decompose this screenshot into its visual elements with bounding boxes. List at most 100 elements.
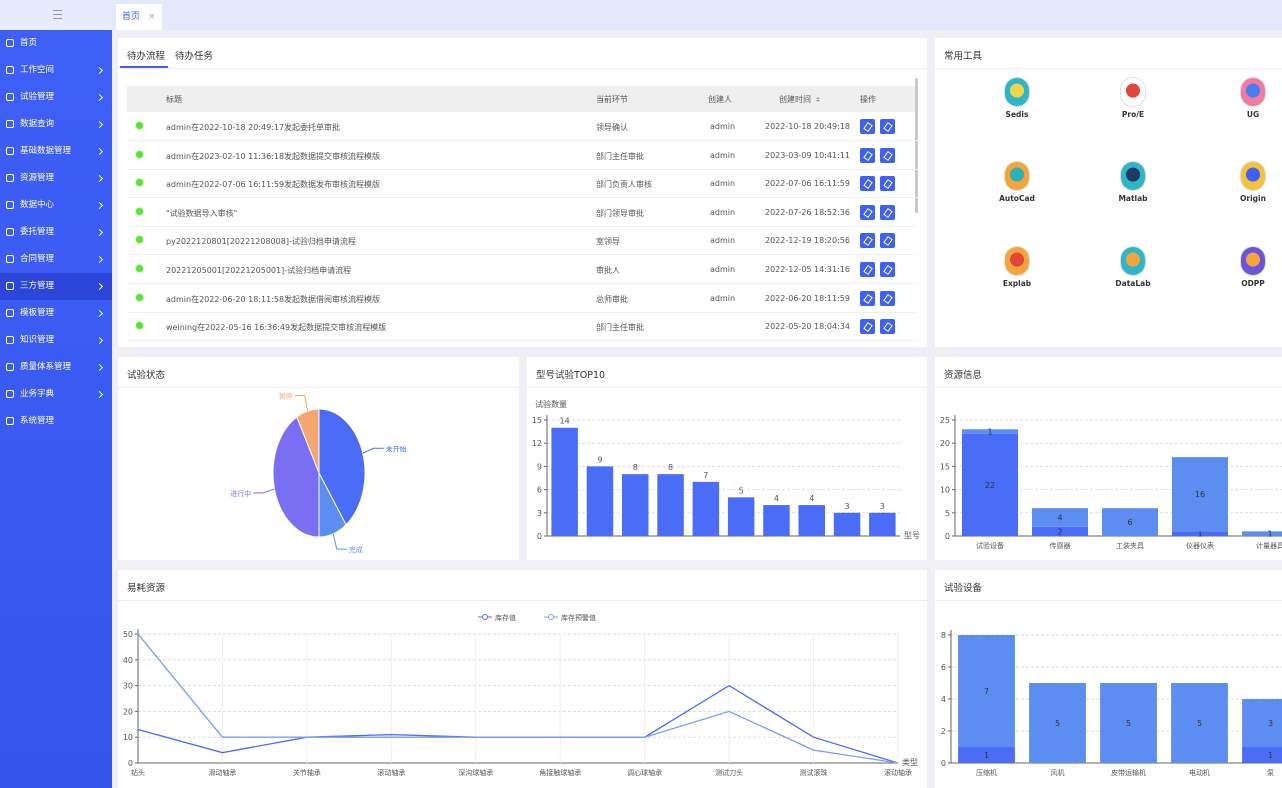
panel-tab[interactable]: 待办任务 xyxy=(175,48,213,62)
tool-label[interactable]: Sedis xyxy=(987,110,1047,119)
menu-item[interactable]: 业务字典 xyxy=(0,381,112,408)
x-axis-label: 类型 xyxy=(902,757,918,767)
tool-label[interactable]: Explab xyxy=(987,279,1047,288)
table-cell: weining在2022-05-16 16:36:49发起数据提交审核流程模版 xyxy=(166,322,386,333)
sidebar: 首页工作空间试验管理数据查询基础数据管理资源管理数据中心委托管理合同管理三方管理… xyxy=(0,0,112,788)
panel-title: 常用工具 xyxy=(944,48,982,62)
x-tick-label: 滚动轴承 xyxy=(884,768,912,777)
view-button[interactable] xyxy=(880,176,895,191)
tool-icon[interactable] xyxy=(1005,247,1029,275)
chart-title: 易耗资源 xyxy=(127,580,165,594)
menu-arrow xyxy=(96,364,103,371)
tool-icon[interactable] xyxy=(1241,247,1265,275)
menu-item[interactable]: 基础数据管理 xyxy=(0,138,112,165)
value-label: 1 xyxy=(1268,751,1273,760)
line-series xyxy=(138,686,898,763)
menu-icon xyxy=(6,147,14,155)
edit-button[interactable] xyxy=(860,233,875,248)
table-cell: 部门主任审批 xyxy=(596,151,644,162)
table-cell: 20221205001[20221205001]-试验归档申请流程 xyxy=(166,265,351,276)
menu-item[interactable]: 工作空间 xyxy=(0,57,112,84)
tab-label: 首页 xyxy=(122,12,140,22)
tool-label[interactable]: AutoCad xyxy=(987,194,1047,203)
menu-item[interactable]: 资源管理 xyxy=(0,165,112,192)
y-tick-label: 0 xyxy=(945,532,950,541)
tool-icon[interactable] xyxy=(1121,247,1145,275)
menu-label: 系统管理 xyxy=(20,416,54,426)
view-button[interactable] xyxy=(880,291,895,306)
menu-icon xyxy=(6,39,14,47)
menu-item[interactable]: 知识管理 xyxy=(0,327,112,354)
tool-label[interactable]: DataLab xyxy=(1103,279,1163,288)
bar xyxy=(834,513,860,536)
view-button[interactable] xyxy=(880,205,895,220)
menu-label: 知识管理 xyxy=(20,335,54,345)
edit-button[interactable] xyxy=(860,176,875,191)
row-divider xyxy=(127,254,918,255)
row-divider xyxy=(127,340,918,341)
menu-item[interactable]: 首页 xyxy=(0,30,112,57)
edit-button[interactable] xyxy=(860,319,875,334)
value-label: 4 xyxy=(1057,513,1062,522)
table-cell: 审批人 xyxy=(596,265,620,276)
tool-label[interactable]: Pro/E xyxy=(1103,110,1163,119)
view-button[interactable] xyxy=(880,233,895,248)
view-button[interactable] xyxy=(880,319,895,334)
menu-item[interactable]: 数据中心 xyxy=(0,192,112,219)
bar xyxy=(869,513,895,536)
tool-icon[interactable] xyxy=(1005,162,1029,190)
view-button[interactable] xyxy=(880,119,895,134)
sort-icon[interactable] xyxy=(816,95,821,103)
menu-item[interactable]: 三方管理 xyxy=(0,273,112,300)
tool-label[interactable]: ODPP xyxy=(1223,279,1282,288)
menu-item[interactable]: 数据查询 xyxy=(0,111,112,138)
tool-icon[interactable] xyxy=(1121,78,1145,106)
menu-item[interactable]: 系统管理 xyxy=(0,408,112,435)
legend-marker xyxy=(483,615,488,620)
tool-label[interactable]: Matlab xyxy=(1103,194,1163,203)
bar-segment xyxy=(1242,747,1282,763)
x-axis-label: 型号 xyxy=(904,531,920,540)
tool-icon[interactable] xyxy=(1241,162,1265,190)
row-divider xyxy=(127,197,918,198)
panel-tab[interactable]: 待办流程 xyxy=(127,48,165,62)
column-header: 创建人 xyxy=(708,94,732,105)
table-cell: 2022-10-18 20:49:18 xyxy=(765,122,850,131)
menu-item[interactable]: 合同管理 xyxy=(0,246,112,273)
tool-icon[interactable] xyxy=(1005,78,1029,106)
edit-button[interactable] xyxy=(860,205,875,220)
x-tick-label: 测试刀头 xyxy=(715,768,743,777)
value-label: 3 xyxy=(1268,719,1273,728)
tab[interactable]: 首页× xyxy=(116,4,162,30)
menu-item[interactable]: 委托管理 xyxy=(0,219,112,246)
table-cell: admin xyxy=(710,151,735,160)
status-dot xyxy=(136,122,143,129)
table-cell: admin xyxy=(710,265,735,274)
view-button[interactable] xyxy=(880,262,895,277)
tool-icon[interactable] xyxy=(1121,162,1145,190)
menu-label: 数据中心 xyxy=(20,200,54,210)
menu-item[interactable]: 模板管理 xyxy=(0,300,112,327)
value-label: 5 xyxy=(1055,719,1060,728)
leader-line xyxy=(295,396,308,411)
menu-item[interactable]: 试验管理 xyxy=(0,84,112,111)
edit-button[interactable] xyxy=(860,262,875,277)
menu-icon xyxy=(6,120,14,128)
table-cell: 2022-12-19 18:20:56 xyxy=(765,236,850,245)
view-button[interactable] xyxy=(880,148,895,163)
value-label: 4 xyxy=(809,494,814,503)
menu-toggle[interactable] xyxy=(0,0,112,30)
tool-label[interactable]: UG xyxy=(1223,110,1282,119)
edit-button[interactable] xyxy=(860,148,875,163)
menu-label: 业务字典 xyxy=(20,389,54,399)
y-tick-label: 3 xyxy=(537,509,542,518)
edit-button[interactable] xyxy=(860,119,875,134)
chart-panel: 型号试验TOP1003691215试验数量型号14988754433 xyxy=(527,357,927,560)
tool-icon[interactable] xyxy=(1241,78,1265,106)
edit-button[interactable] xyxy=(860,291,875,306)
status-dot xyxy=(136,151,143,158)
tool-label[interactable]: Origin xyxy=(1223,194,1282,203)
y-tick-label: 0 xyxy=(537,532,542,541)
menu-item[interactable]: 质量体系管理 xyxy=(0,354,112,381)
value-label: 5 xyxy=(1126,719,1131,728)
